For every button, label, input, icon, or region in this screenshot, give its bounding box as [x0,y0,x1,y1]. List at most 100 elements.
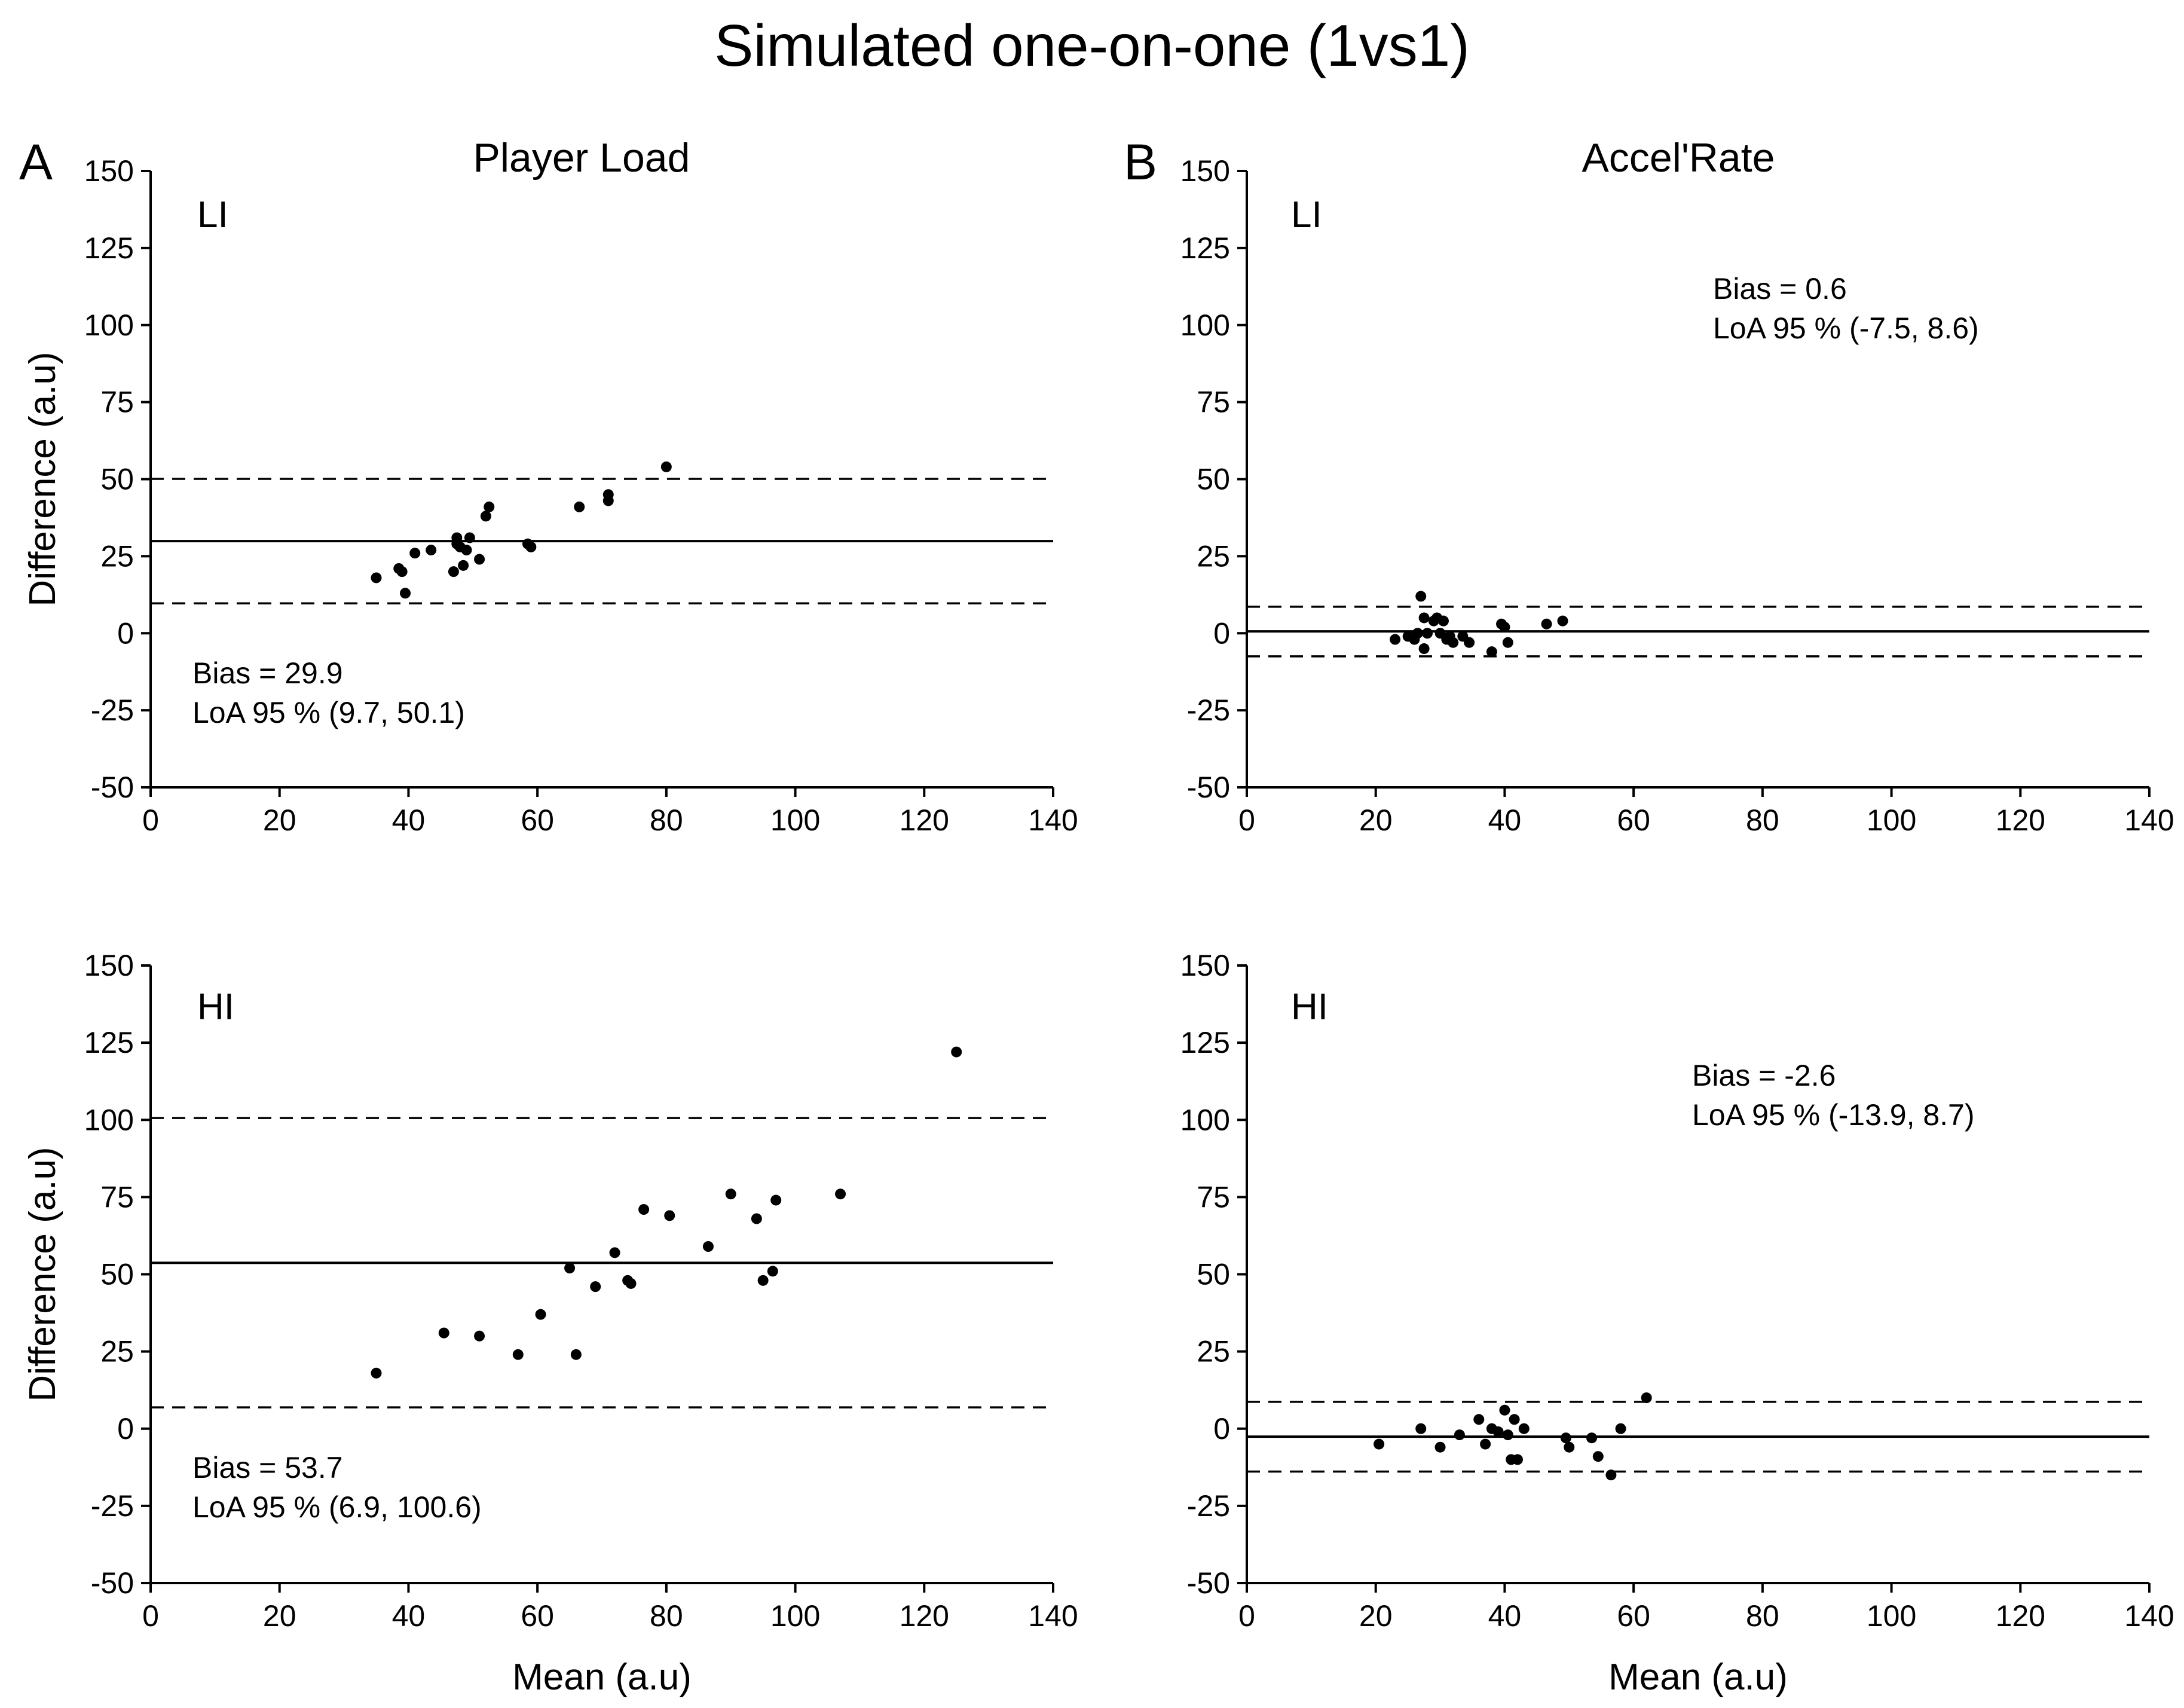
loa-annotation: LoA 95 % (6.9, 100.6) [192,1490,482,1524]
data-point [1492,1426,1504,1437]
x-tick-label: 20 [1359,1599,1393,1633]
x-tick-label: 100 [1867,1599,1916,1633]
y-tick-label: 100 [84,308,134,342]
x-tick-label: 80 [650,1599,683,1633]
y-tick-label: 125 [84,231,134,265]
y-tick-label: 150 [84,949,134,982]
y-tick-label: 75 [1197,386,1230,419]
y-tick-label: 50 [1197,1258,1230,1291]
data-point [767,1266,778,1277]
data-point [464,532,475,543]
x-tick-label: 140 [1028,1599,1078,1633]
y-tick-label: 50 [1197,463,1230,496]
x-tick-label: 120 [1996,1599,2045,1633]
data-point [1422,628,1433,639]
data-point [1418,643,1430,655]
chart-panel-player-load-hi: -50 -25 0 25 50 75 100 125 150 0 20 40 60 80 100 120 140… [22,949,1078,1698]
x-tick-label: 20 [263,803,296,837]
x-tick-label: 60 [521,803,554,837]
data-point [1464,637,1475,648]
y-tick-label: 0 [117,616,134,650]
data-point [1454,1429,1465,1441]
data-point [1541,618,1552,630]
y-tick-label: 125 [84,1026,134,1059]
x-tick-label: 80 [1746,1599,1779,1633]
y-tick-label: -25 [1187,1489,1230,1523]
y-tick-label: 125 [1180,231,1230,265]
y-tick-label: 100 [1180,1103,1230,1136]
y-tick-label: 0 [1213,616,1230,650]
loa-annotation: LoA 95 % (-13.9, 8.7) [1692,1098,1975,1132]
y-tick-label: -25 [91,1489,134,1523]
data-point [1480,1438,1491,1450]
x-tick-label: 40 [1488,803,1522,837]
x-tick-label: 60 [1617,803,1650,837]
data-point [835,1188,846,1200]
data-point [371,1367,382,1379]
data-point [1486,646,1497,658]
y-tick-label: 100 [1180,308,1230,342]
x-tick-label: 140 [2124,803,2174,837]
data-point [1437,615,1449,627]
data-point [1512,1454,1523,1465]
data-point [625,1278,637,1289]
data-point [1418,612,1430,624]
y-tick-label: 25 [100,1335,134,1368]
y-tick-label: -50 [1187,771,1230,804]
data-point [757,1275,769,1286]
data-point [660,461,672,472]
y-tick-label: 50 [100,463,134,496]
data-point [1448,637,1459,648]
data-point [951,1046,962,1058]
y-tick-label: 0 [117,1412,134,1446]
data-point [438,1327,449,1339]
x-tick-label: 120 [900,1599,949,1633]
y-tick-label: 75 [100,1180,134,1214]
x-tick-label: 100 [770,803,820,837]
data-point [638,1204,650,1215]
x-tick-label: 140 [1028,803,1078,837]
data-point [1415,591,1427,602]
x-tick-label: 20 [1359,803,1393,837]
y-tick-label: 100 [84,1103,134,1136]
data-point [702,1241,714,1252]
panel-label: LI [1291,194,1322,236]
data-point [770,1194,782,1206]
data-point [1434,1441,1446,1453]
y-axis-title: Difference (a.u) [22,352,63,606]
data-point [574,501,585,512]
x-tick-label: 120 [1996,803,2045,837]
y-tick-label: 50 [100,1258,134,1291]
data-point [1586,1432,1598,1444]
y-tick-label: -25 [91,693,134,727]
y-tick-label: 25 [1197,1335,1230,1368]
data-point [426,545,437,556]
data-point [725,1188,736,1200]
column-title-accel-rate: Accel'Rate [1582,135,1775,181]
x-tick-label: 80 [1746,803,1779,837]
x-tick-label: 100 [770,1599,820,1633]
data-point [1502,637,1513,648]
data-point [1641,1392,1652,1404]
x-tick-label: 0 [1238,1599,1255,1633]
data-point [602,495,614,506]
data-point [1557,615,1568,627]
x-tick-label: 120 [900,803,949,837]
panel-letter-b: B [1124,134,1157,190]
x-tick-label: 0 [1238,803,1255,837]
chart-panel-accel-rate-hi: -50 -25 0 25 50 75 100 125 150 0 20 40 60 80 100 120 140… [1180,949,2174,1698]
column-title-player-load: Player Load [473,135,690,181]
chart-panel-accel-rate-li: -50 -25 0 25 50 75 100 125 150 0 20 40 60 80 100 120 140… [1180,154,2174,837]
data-point [1605,1469,1617,1481]
panel-label: HI [1291,986,1328,1028]
y-tick-label: -50 [91,771,134,804]
data-point [474,554,485,565]
x-tick-label: 40 [392,803,426,837]
data-point [751,1213,762,1224]
panel-label: LI [197,194,228,236]
bias-annotation: Bias = 29.9 [192,656,343,690]
data-point [535,1309,546,1320]
x-tick-label: 80 [650,803,683,837]
x-tick-label: 0 [142,1599,159,1633]
y-axis-title: Difference (a.u) [22,1147,63,1401]
